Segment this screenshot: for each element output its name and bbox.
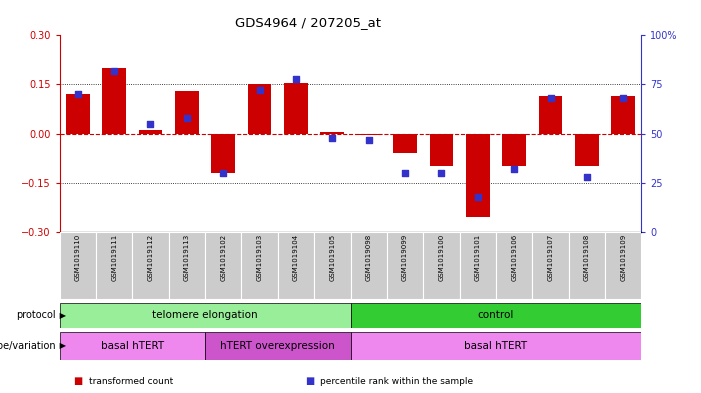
Bar (466, 134, 489, 217)
Bar (205, 332, 350, 360)
Text: ■: ■ (305, 376, 314, 386)
Bar (393, 134, 417, 153)
Point (290, 75, 301, 82)
Text: GSM1019103: GSM1019103 (257, 234, 263, 281)
Bar (60, 232, 96, 299)
Bar (60, 303, 350, 328)
Text: GSM1019098: GSM1019098 (366, 234, 372, 281)
Bar (314, 232, 350, 299)
Text: protocol: protocol (16, 310, 56, 320)
Text: control: control (478, 310, 514, 320)
Text: GSM1019099: GSM1019099 (402, 234, 408, 281)
Text: GSM1019110: GSM1019110 (75, 234, 81, 281)
Bar (212, 134, 235, 173)
Bar (102, 68, 126, 134)
Text: ▶: ▶ (57, 311, 67, 320)
Text: GSM1019109: GSM1019109 (620, 234, 626, 281)
Bar (350, 303, 641, 328)
Point (618, 95, 629, 101)
Text: genotype/variation: genotype/variation (0, 341, 56, 351)
Bar (503, 134, 526, 166)
Bar (387, 232, 423, 299)
Point (400, 170, 411, 176)
Bar (96, 232, 132, 299)
Text: GSM1019105: GSM1019105 (329, 234, 335, 281)
Bar (496, 232, 532, 299)
Bar (350, 332, 641, 360)
Bar (605, 232, 641, 299)
Text: telomere elongation: telomere elongation (152, 310, 258, 320)
Text: GSM1019108: GSM1019108 (584, 234, 590, 281)
Point (182, 115, 193, 121)
Point (545, 95, 556, 101)
Point (109, 68, 120, 74)
Bar (350, 232, 387, 299)
Point (363, 136, 374, 143)
Point (327, 134, 338, 141)
Bar (205, 232, 241, 299)
Bar (320, 132, 344, 134)
Text: percentile rank within the sample: percentile rank within the sample (320, 377, 473, 386)
Bar (139, 130, 163, 134)
Bar (60, 332, 205, 360)
Text: GSM1019101: GSM1019101 (475, 234, 481, 281)
Text: basal hTERT: basal hTERT (101, 341, 164, 351)
Bar (278, 232, 314, 299)
Point (436, 170, 447, 176)
Bar (611, 96, 635, 134)
Bar (423, 232, 460, 299)
Text: GSM1019102: GSM1019102 (220, 234, 226, 281)
Bar (357, 134, 381, 135)
Text: ■: ■ (74, 376, 83, 386)
Point (581, 174, 592, 180)
Bar (66, 94, 90, 134)
Text: basal hTERT: basal hTERT (464, 341, 528, 351)
Bar (460, 232, 496, 299)
Text: GSM1019100: GSM1019100 (438, 234, 444, 281)
Bar (538, 96, 562, 134)
Text: GSM1019106: GSM1019106 (511, 234, 517, 281)
Bar (430, 134, 454, 166)
Bar (284, 83, 308, 134)
Bar (575, 134, 599, 166)
Text: GSM1019112: GSM1019112 (147, 234, 154, 281)
Text: GSM1019111: GSM1019111 (111, 234, 117, 281)
Bar (241, 232, 278, 299)
Point (217, 170, 229, 176)
Bar (247, 84, 271, 134)
Bar (569, 232, 605, 299)
Point (72, 91, 83, 97)
Bar (169, 232, 205, 299)
Text: ▶: ▶ (57, 342, 67, 350)
Text: transformed count: transformed count (89, 377, 173, 386)
Point (254, 87, 265, 94)
Bar (175, 91, 198, 134)
Point (145, 121, 156, 127)
Text: GSM1019107: GSM1019107 (547, 234, 554, 281)
Point (508, 166, 519, 172)
Bar (532, 232, 569, 299)
Text: GSM1019104: GSM1019104 (293, 234, 299, 281)
Point (472, 193, 484, 200)
Bar (132, 232, 169, 299)
Text: GSM1019113: GSM1019113 (184, 234, 190, 281)
Text: GDS4964 / 207205_at: GDS4964 / 207205_at (236, 16, 381, 29)
Text: hTERT overexpression: hTERT overexpression (220, 341, 335, 351)
